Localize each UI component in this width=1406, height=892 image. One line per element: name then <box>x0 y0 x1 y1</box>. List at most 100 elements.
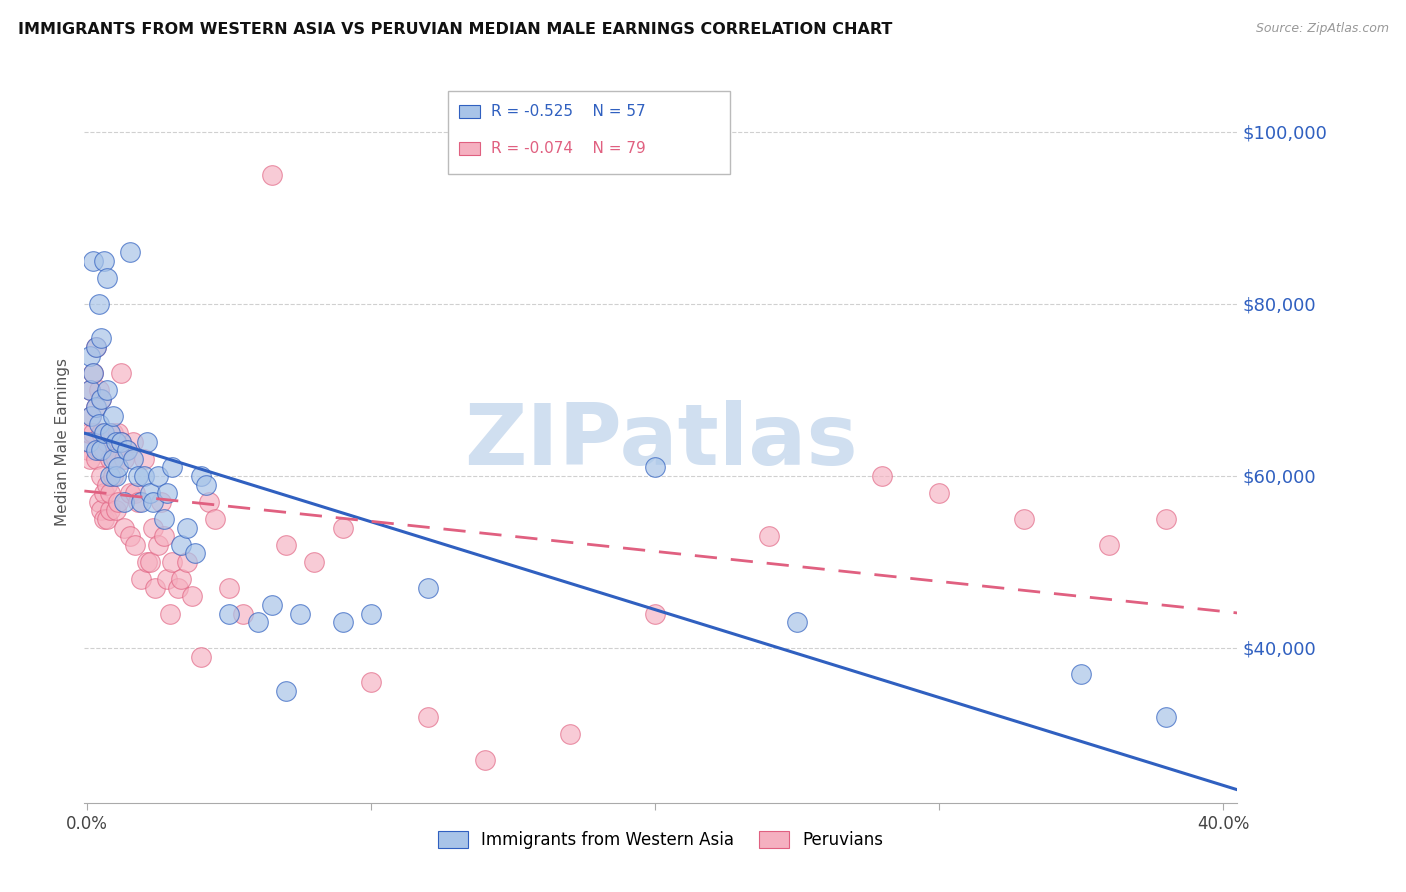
Point <box>332 615 354 630</box>
Point <box>104 503 127 517</box>
Point <box>181 590 204 604</box>
Point <box>84 340 107 354</box>
Point <box>124 486 146 500</box>
Legend: Immigrants from Western Asia, Peruvians: Immigrants from Western Asia, Peruvians <box>432 824 890 856</box>
Text: Source: ZipAtlas.com: Source: ZipAtlas.com <box>1256 22 1389 36</box>
Point <box>332 520 354 534</box>
Point <box>82 366 104 380</box>
Point <box>141 494 163 508</box>
Point <box>84 340 107 354</box>
Point <box>82 366 104 380</box>
Point <box>112 451 135 466</box>
Point <box>90 392 112 406</box>
Point <box>80 409 103 423</box>
FancyBboxPatch shape <box>447 91 730 174</box>
Point <box>96 434 118 449</box>
Point <box>135 555 157 569</box>
Point <box>138 555 160 569</box>
Bar <box>460 143 479 155</box>
Point <box>132 451 155 466</box>
Point <box>98 425 121 440</box>
Point <box>127 469 149 483</box>
Point <box>104 469 127 483</box>
Point <box>90 503 112 517</box>
Point <box>274 538 297 552</box>
Text: ZIPatlas: ZIPatlas <box>464 400 858 483</box>
Point <box>93 486 115 500</box>
Point <box>107 460 129 475</box>
Point <box>474 753 496 767</box>
Bar <box>460 105 479 118</box>
Point <box>118 529 141 543</box>
Point <box>176 555 198 569</box>
Point <box>162 555 184 569</box>
Point <box>218 581 240 595</box>
Point <box>288 607 311 621</box>
Point <box>84 451 107 466</box>
Point <box>260 168 283 182</box>
Point <box>138 486 160 500</box>
Point <box>190 469 212 483</box>
Point <box>416 710 439 724</box>
Point <box>104 451 127 466</box>
Point <box>79 383 101 397</box>
Point <box>93 425 115 440</box>
Point <box>148 538 170 552</box>
Point <box>112 520 135 534</box>
Text: R = -0.525    N = 57: R = -0.525 N = 57 <box>491 103 645 119</box>
Point <box>141 520 163 534</box>
Point <box>304 555 326 569</box>
Point <box>786 615 808 630</box>
Point <box>90 392 112 406</box>
Point <box>107 425 129 440</box>
Point <box>77 443 100 458</box>
Point <box>558 727 581 741</box>
Point <box>98 451 121 466</box>
Point <box>190 649 212 664</box>
Text: IMMIGRANTS FROM WESTERN ASIA VS PERUVIAN MEDIAN MALE EARNINGS CORRELATION CHART: IMMIGRANTS FROM WESTERN ASIA VS PERUVIAN… <box>18 22 893 37</box>
Point <box>79 451 101 466</box>
Point <box>121 434 143 449</box>
Point <box>148 469 170 483</box>
Point <box>107 494 129 508</box>
Point <box>112 494 135 508</box>
Point <box>84 443 107 458</box>
Point <box>90 425 112 440</box>
Point <box>1156 710 1178 724</box>
Point <box>1098 538 1121 552</box>
Point <box>80 409 103 423</box>
Point <box>135 434 157 449</box>
Point <box>195 477 218 491</box>
Point <box>93 512 115 526</box>
Point <box>184 546 207 560</box>
Point <box>87 297 110 311</box>
Point <box>170 572 193 586</box>
Point <box>644 460 666 475</box>
Point <box>246 615 269 630</box>
Point <box>170 538 193 552</box>
Point <box>115 443 138 458</box>
Point <box>87 417 110 432</box>
Point <box>153 529 176 543</box>
Text: R = -0.074    N = 79: R = -0.074 N = 79 <box>491 142 647 156</box>
Y-axis label: Median Male Earnings: Median Male Earnings <box>55 358 70 525</box>
Point <box>204 512 226 526</box>
Point <box>98 503 121 517</box>
Point <box>274 684 297 698</box>
Point <box>79 383 101 397</box>
Point <box>143 581 166 595</box>
Point <box>150 494 173 508</box>
Point <box>101 451 124 466</box>
Point <box>129 494 152 508</box>
Point <box>90 469 112 483</box>
Point <box>101 469 124 483</box>
Point <box>644 607 666 621</box>
Point <box>198 494 221 508</box>
Point <box>87 494 110 508</box>
Point <box>156 486 179 500</box>
Point <box>101 425 124 440</box>
Point <box>110 366 132 380</box>
Point <box>110 434 132 449</box>
Point <box>1014 512 1036 526</box>
Point <box>758 529 780 543</box>
